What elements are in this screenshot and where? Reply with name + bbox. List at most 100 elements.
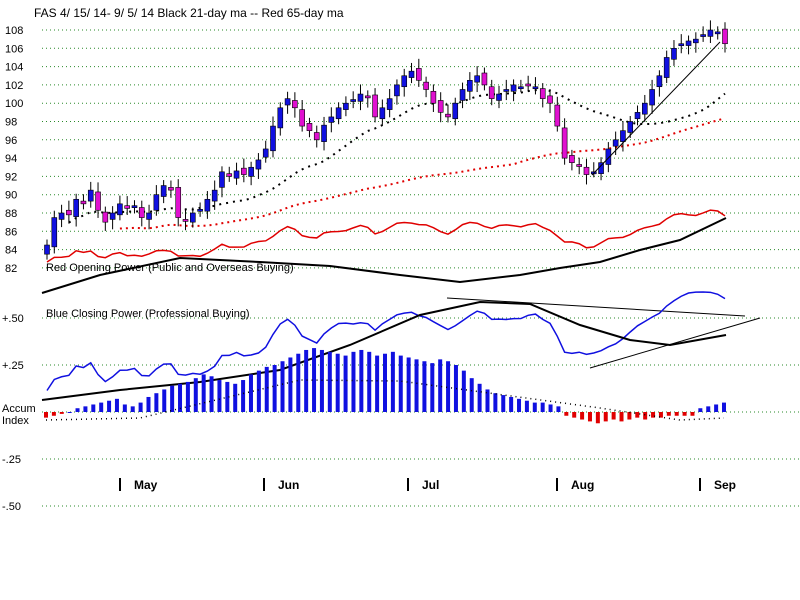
accum-bar — [619, 412, 624, 422]
accum-bar — [453, 365, 458, 412]
candle-body — [700, 34, 706, 37]
candle-body — [685, 40, 692, 46]
accum-bar — [390, 351, 395, 412]
candle-body — [211, 189, 218, 202]
accum-bar — [375, 355, 380, 412]
candle-body — [299, 109, 305, 127]
accum-bar — [572, 412, 577, 418]
candle-body — [131, 205, 138, 208]
candle-body — [124, 205, 130, 209]
candle-body — [306, 123, 313, 131]
price-tick-label: 96 — [5, 135, 17, 147]
accum-bar — [114, 398, 119, 412]
candle-body — [569, 155, 575, 163]
power-resistance-line — [446, 297, 746, 317]
accum-bar — [209, 376, 214, 412]
price-tick-label: 104 — [5, 62, 23, 74]
accum-bar — [178, 383, 183, 412]
candle-body — [175, 187, 182, 218]
candle-body — [73, 198, 79, 217]
candle-body — [58, 212, 65, 220]
candle-body — [160, 185, 167, 197]
chart-title: FAS 4/ 15/ 14- 9/ 5/ 14 Black 21-day ma … — [34, 6, 344, 20]
accum-bar — [130, 406, 135, 412]
candle-body — [394, 84, 400, 97]
candle-body — [292, 100, 298, 109]
accum-bar — [493, 393, 498, 412]
candle-body — [146, 212, 152, 220]
candle-body — [423, 81, 429, 90]
candle-body — [248, 166, 254, 177]
candle-body — [547, 95, 553, 104]
candle-body — [525, 83, 531, 87]
candle-body — [612, 139, 619, 147]
accum-bar — [304, 349, 309, 412]
accum-bar — [682, 412, 687, 416]
candle-body — [379, 107, 386, 120]
accum-bar — [83, 406, 88, 412]
accum-bar — [288, 357, 293, 412]
candle-body — [153, 194, 160, 211]
price-tick-label: 98 — [5, 117, 17, 129]
accum-bar — [319, 349, 324, 412]
accum-bar — [587, 412, 592, 422]
candle-body — [51, 217, 58, 248]
accum-bar — [414, 359, 419, 412]
candle-body — [634, 112, 641, 120]
accum-bar — [51, 412, 56, 416]
red-power-label: Red Opening Power (Public and Overseas B… — [46, 262, 294, 274]
accum-bar — [635, 412, 640, 418]
opening-power-ma-line — [41, 217, 727, 294]
index-tick-label: -.25 — [2, 454, 21, 466]
accum-bar — [422, 361, 427, 412]
red-opening-power-line — [46, 209, 726, 263]
accum-bar — [611, 412, 616, 420]
candle-body — [518, 86, 524, 90]
month-label: Sep — [714, 478, 736, 492]
candle-body — [437, 100, 444, 113]
candle-body — [539, 88, 546, 99]
month-label: Jul — [422, 478, 439, 492]
candle-body — [408, 70, 415, 78]
accum-bar — [674, 412, 679, 416]
accum-bar — [44, 412, 48, 418]
month-label: Jun — [278, 478, 299, 492]
candle-body — [284, 98, 291, 106]
price-tick-label: 108 — [5, 25, 23, 37]
candle-body — [270, 125, 276, 152]
accum-bar — [698, 408, 703, 412]
candle-body — [262, 148, 269, 158]
candle-body — [532, 86, 539, 90]
accum-bar — [524, 400, 529, 412]
accum-bar — [485, 389, 490, 412]
candle-body — [642, 102, 648, 115]
candle-body — [44, 244, 50, 255]
accum-bar — [343, 355, 348, 412]
candle-body — [313, 132, 320, 141]
accum-bar — [714, 404, 719, 412]
candle-body — [693, 38, 699, 44]
candle-body — [714, 31, 721, 35]
accum-bar — [67, 412, 72, 413]
candle-body — [241, 167, 247, 175]
candle-body — [510, 84, 517, 92]
accum-bar — [248, 374, 253, 412]
accum-bar — [327, 351, 332, 412]
accum-bar — [264, 366, 269, 412]
price-candles — [44, 20, 728, 260]
accum-bar — [99, 402, 104, 412]
accum-bar — [398, 355, 403, 412]
candle-body — [671, 47, 677, 60]
candle-body — [401, 75, 408, 88]
accum-bar — [256, 370, 261, 412]
accum-bar — [658, 412, 663, 418]
candle-body — [328, 116, 335, 123]
candle-body — [95, 191, 101, 211]
accum-bar — [595, 412, 600, 424]
accum-bar — [706, 406, 711, 412]
candle-body — [554, 104, 561, 127]
candle-body — [707, 29, 714, 37]
candle-body — [233, 170, 240, 179]
candle-body — [277, 107, 284, 129]
